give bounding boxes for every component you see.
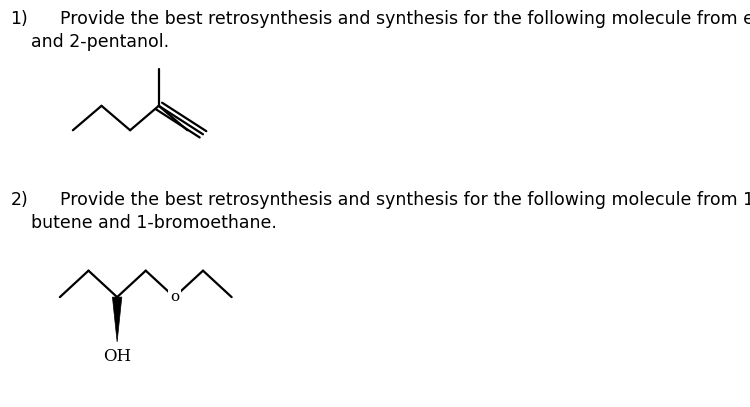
Text: Provide the best retrosynthesis and synthesis for the following molecule from 1-: Provide the best retrosynthesis and synt…	[60, 191, 750, 209]
Text: 1): 1)	[10, 10, 28, 28]
Text: butene and 1-bromoethane.: butene and 1-bromoethane.	[32, 214, 277, 232]
Text: o: o	[170, 290, 179, 304]
Polygon shape	[112, 297, 122, 342]
Text: and 2-pentanol.: and 2-pentanol.	[32, 33, 170, 50]
Text: 2): 2)	[10, 191, 28, 209]
Text: OH: OH	[103, 348, 131, 365]
Text: Provide the best retrosynthesis and synthesis for the following molecule from et: Provide the best retrosynthesis and synt…	[60, 10, 750, 28]
